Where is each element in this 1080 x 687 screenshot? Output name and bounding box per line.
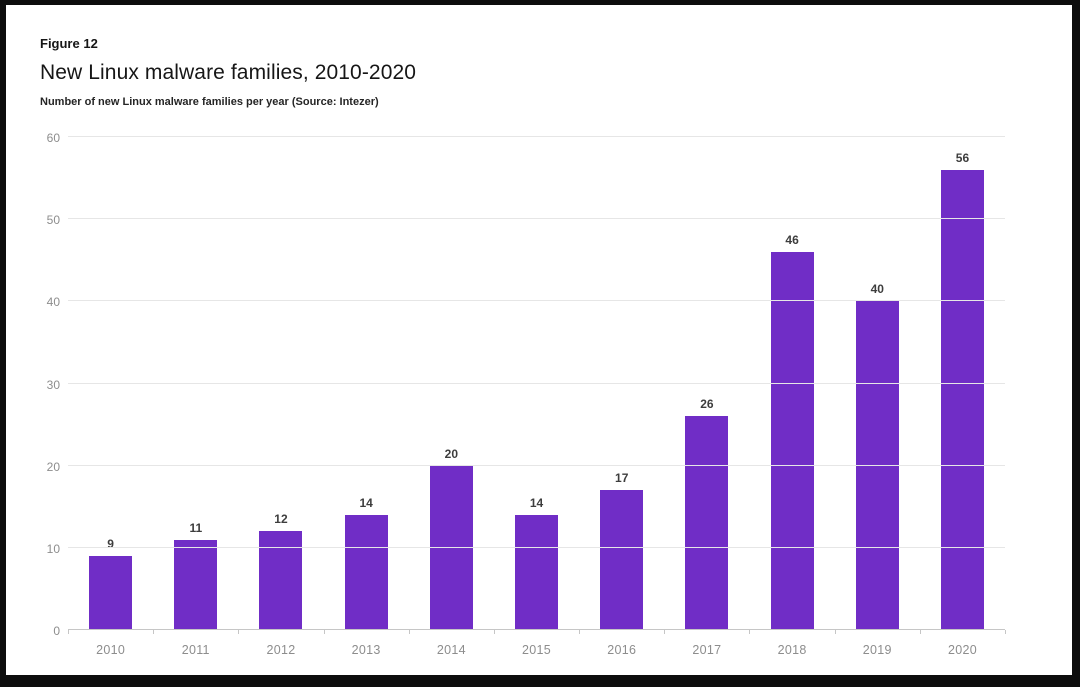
- bar-slot: 40: [835, 137, 920, 630]
- bar-series: 9 11 12 14 20 14 17 26 46 40 56: [68, 137, 1005, 630]
- bar-value-label: 9: [107, 537, 114, 552]
- x-tick: [749, 630, 751, 634]
- x-tick: [834, 630, 836, 634]
- bar-2018: [770, 252, 814, 630]
- bar-2016: [600, 490, 644, 630]
- chart-title: New Linux malware families, 2010-2020: [40, 61, 417, 84]
- bar-value-label: 46: [785, 233, 799, 248]
- bar-value-label: 14: [529, 495, 544, 510]
- bar-2011: [174, 539, 218, 630]
- bar-value-label: 11: [189, 520, 203, 535]
- x-tick: [323, 630, 325, 634]
- x-axis-label: 2015: [522, 643, 552, 657]
- x-tick: [579, 630, 581, 634]
- chart-header: Figure 12 New Linux malware families, 20…: [40, 36, 416, 108]
- x-axis-label: 2020: [947, 643, 977, 657]
- gridline: [68, 546, 1005, 548]
- x-tick: [664, 630, 666, 634]
- bar-value-label: 12: [274, 512, 288, 527]
- bar-value-label: 40: [870, 282, 884, 297]
- x-tick: [493, 630, 495, 634]
- y-axis-label: 40: [46, 295, 60, 310]
- y-axis-label: 10: [46, 541, 60, 556]
- bar-2013: [344, 514, 388, 630]
- bar-2010: [89, 556, 133, 630]
- x-axis-label: 2014: [436, 643, 466, 657]
- bar-slot: 20: [409, 137, 494, 630]
- bar-slot: 9: [68, 137, 153, 630]
- bar-value-label: 26: [700, 397, 714, 412]
- x-axis-label: 2013: [351, 643, 381, 657]
- x-axis-label: 2018: [777, 643, 807, 657]
- bar-2015: [515, 514, 559, 630]
- gridline: [68, 300, 1005, 302]
- gridline: [68, 382, 1005, 384]
- y-axis-label: 20: [46, 459, 60, 474]
- x-axis-label: 2010: [96, 643, 126, 657]
- figure-label: Figure 12: [40, 36, 98, 51]
- x-tick: [919, 630, 921, 634]
- x-axis-baseline: [68, 629, 1005, 630]
- x-tick: [408, 630, 410, 634]
- bar-slot: 11: [153, 137, 238, 630]
- x-tick: [68, 630, 69, 634]
- y-axis-label: 60: [46, 131, 60, 145]
- x-tick: [1005, 630, 1006, 634]
- bar-slot: 14: [324, 137, 409, 630]
- x-axis: 2010 2011 2012 2013 2014 2015 2016 2017 2018 2019…: [68, 643, 1005, 657]
- figure-page: Figure 12 New Linux malware families, 20…: [6, 5, 1072, 675]
- bar-value-label: 56: [955, 150, 970, 165]
- bar-slot: 17: [579, 137, 664, 630]
- bar-slot: 26: [664, 137, 749, 630]
- bar-2019: [855, 301, 899, 630]
- bar-value-label: 14: [359, 495, 373, 510]
- bar-2020: [940, 169, 984, 630]
- bar-slot: 12: [238, 137, 323, 630]
- x-axis-label: 2017: [692, 643, 722, 657]
- bar-slot: 46: [750, 137, 835, 630]
- chart-subtitle: Number of new Linux malware families per…: [40, 96, 379, 108]
- bar-slot: 56: [920, 137, 1005, 630]
- y-axis-label: 30: [46, 377, 60, 392]
- y-axis-label: 50: [46, 213, 60, 228]
- x-axis-label: 2012: [266, 643, 296, 657]
- plot-area: 9 11 12 14 20 14 17 26 46 40 56: [68, 136, 1006, 634]
- gridline: [68, 464, 1005, 466]
- gridline: [68, 136, 1005, 137]
- bar-slot: 14: [494, 137, 579, 630]
- x-tick: [153, 630, 155, 634]
- x-axis-label: 2016: [607, 643, 637, 657]
- bar-value-label: 17: [615, 471, 629, 486]
- bar-2017: [685, 416, 729, 630]
- gridline: [68, 218, 1005, 220]
- x-axis-label: 2011: [181, 643, 210, 657]
- bar-value-label: 20: [444, 446, 459, 461]
- y-axis-label: 0: [53, 624, 60, 638]
- x-axis-label: 2019: [862, 643, 892, 657]
- x-tick: [238, 630, 240, 634]
